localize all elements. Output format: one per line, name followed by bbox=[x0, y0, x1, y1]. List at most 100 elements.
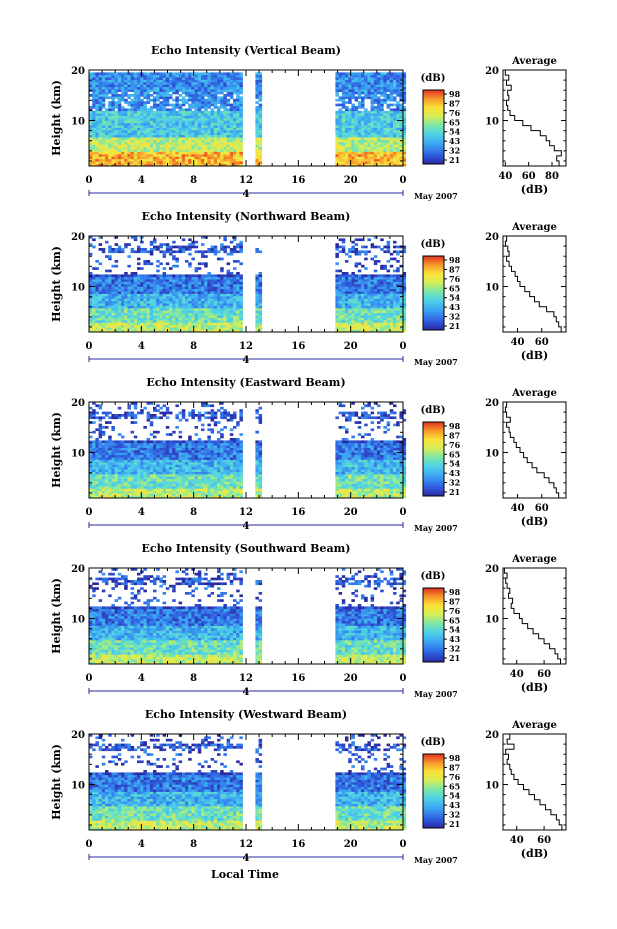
heatmap-cell bbox=[188, 308, 192, 311]
heatmap-cell bbox=[95, 139, 99, 143]
heatmap-cell bbox=[377, 89, 381, 92]
heatmap-cell bbox=[383, 144, 387, 148]
heatmap-cell bbox=[335, 274, 339, 278]
heatmap-cell bbox=[172, 308, 176, 311]
heatmap-cell bbox=[229, 127, 234, 131]
heatmap-cell bbox=[108, 89, 112, 92]
heatmap-cell bbox=[111, 137, 115, 140]
colorbar-tick-label: 98 bbox=[449, 255, 461, 265]
heatmap-cell bbox=[194, 250, 199, 254]
heatmap-cell bbox=[121, 82, 125, 85]
heatmap-cell bbox=[351, 125, 355, 128]
heatmap-cell bbox=[207, 312, 211, 316]
heatmap-cell bbox=[191, 245, 195, 249]
heatmap-cell bbox=[181, 91, 186, 95]
heatmap-cell bbox=[335, 255, 339, 258]
heatmap-cell bbox=[348, 77, 352, 80]
heatmap-cell bbox=[255, 284, 259, 287]
heatmap-cell bbox=[386, 103, 391, 107]
heatmap-cell bbox=[143, 293, 147, 297]
heatmap-cell bbox=[229, 312, 234, 316]
heatmap-cell bbox=[226, 149, 231, 152]
heatmap-cell bbox=[124, 284, 128, 287]
heatmap-cell bbox=[188, 315, 192, 318]
heatmap-cell bbox=[380, 161, 384, 164]
heatmap-cell bbox=[239, 248, 243, 251]
heatmap-cell bbox=[207, 139, 211, 143]
heatmap-cell bbox=[201, 281, 205, 285]
heatmap-cell bbox=[335, 127, 339, 131]
heatmap-cell bbox=[188, 281, 192, 285]
heatmap-cell bbox=[354, 151, 359, 155]
heatmap-cell bbox=[367, 303, 371, 306]
heatmap-cell bbox=[348, 115, 352, 119]
heatmap-cell bbox=[117, 86, 122, 90]
heatmap-cell bbox=[213, 130, 218, 133]
heatmap-cell bbox=[357, 163, 362, 167]
heatmap-cell bbox=[361, 127, 365, 131]
heatmap-cell bbox=[239, 163, 243, 167]
heatmap-cell bbox=[95, 72, 99, 76]
heatmap-cell bbox=[351, 327, 355, 330]
heatmap-cell bbox=[114, 146, 119, 150]
heatmap-cell bbox=[98, 98, 103, 102]
heatmap-cell bbox=[213, 296, 218, 299]
heatmap-cell bbox=[108, 82, 112, 85]
heatmap-cell bbox=[197, 151, 202, 155]
heatmap-cell bbox=[201, 72, 205, 76]
heatmap-cell bbox=[143, 91, 147, 95]
heatmap-cell bbox=[396, 156, 400, 160]
heatmap-cell bbox=[127, 96, 131, 100]
heatmap-cell bbox=[402, 156, 407, 160]
heatmap-cell bbox=[92, 267, 96, 270]
heatmap-cell bbox=[143, 284, 147, 287]
heatmap-cell bbox=[121, 303, 125, 306]
heatmap-cell bbox=[370, 293, 375, 297]
heatmap-cell bbox=[226, 156, 231, 160]
heatmap-cell bbox=[367, 238, 371, 242]
heatmap-cell bbox=[153, 137, 157, 140]
heatmap-cell bbox=[338, 274, 343, 278]
heatmap-cell bbox=[396, 139, 400, 143]
heatmap-cell bbox=[389, 144, 394, 148]
heatmap-cell bbox=[124, 134, 128, 138]
heatmap-cell bbox=[364, 158, 368, 162]
heatmap-cell bbox=[108, 248, 112, 251]
heatmap-cell bbox=[121, 86, 125, 90]
heatmap-cell bbox=[153, 113, 157, 116]
heatmap-cell bbox=[229, 96, 234, 100]
heatmap-cell bbox=[169, 122, 173, 126]
heatmap-cell bbox=[204, 308, 208, 311]
heatmap-cell bbox=[380, 108, 384, 112]
heatmap-cell bbox=[156, 276, 160, 280]
heatmap-cell bbox=[185, 132, 189, 136]
heatmap-cell bbox=[335, 291, 339, 294]
heatmap-cell bbox=[364, 288, 368, 292]
heatmap-cell bbox=[239, 115, 243, 119]
heatmap-cell bbox=[255, 134, 259, 138]
heatmap-cell bbox=[370, 276, 375, 280]
heatmap-cell bbox=[370, 103, 375, 107]
heatmap-cell bbox=[233, 149, 237, 152]
heatmap-cell bbox=[258, 120, 263, 124]
heatmap-cell bbox=[354, 163, 359, 167]
heatmap-cell bbox=[156, 317, 160, 321]
heatmap-cell bbox=[393, 108, 397, 112]
heatmap-cell bbox=[213, 89, 218, 92]
heatmap-cell bbox=[101, 324, 106, 328]
heatmap-cell bbox=[399, 276, 403, 280]
heatmap-cell bbox=[124, 146, 128, 150]
heatmap-cell bbox=[156, 151, 160, 155]
heatmap-cell bbox=[137, 144, 141, 148]
heatmap-cell bbox=[229, 134, 234, 138]
heatmap-cell bbox=[348, 149, 352, 152]
heatmap-cell bbox=[197, 132, 202, 136]
heatmap-cell bbox=[197, 250, 202, 254]
heatmap-cell bbox=[188, 300, 192, 304]
heatmap-cell bbox=[236, 276, 240, 280]
heatmap-cell bbox=[393, 320, 397, 323]
heatmap-cell bbox=[377, 158, 381, 162]
heatmap-cell bbox=[124, 303, 128, 306]
heatmap-cell bbox=[370, 130, 375, 133]
heatmap-cell bbox=[188, 106, 192, 109]
